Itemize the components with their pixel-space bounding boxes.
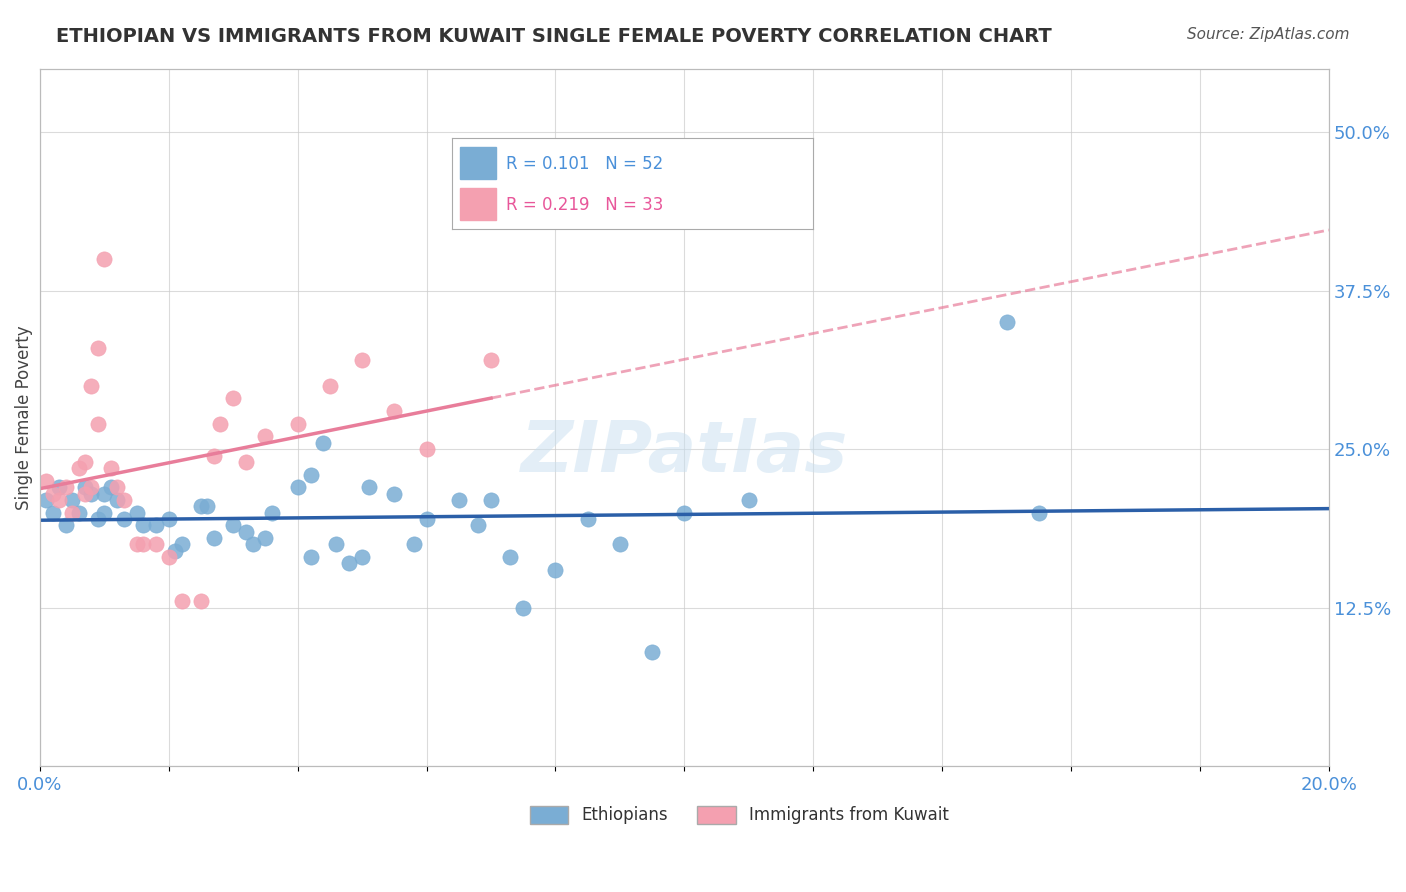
Point [93,506,115,520]
Point [48,480,70,494]
Point [235,455,257,469]
Point [80,480,103,494]
Point [35,492,58,507]
Point [105,480,128,494]
Point [73,455,96,469]
Point [48,492,70,507]
Point [325,537,347,551]
Point [73,480,96,494]
Point [60,506,83,520]
Point [80,486,103,500]
Point [55,480,77,494]
Point [73,486,96,500]
Point [42,506,65,520]
Point [609,537,631,551]
Point [145,518,167,533]
Point [93,486,115,500]
Point [197,500,219,514]
Point [42,486,65,500]
Point [357,480,380,494]
Point [87,512,110,526]
Point [312,435,335,450]
Point [995,315,1018,329]
Y-axis label: Single Female Poverty: Single Female Poverty [15,326,32,509]
Point [209,417,232,431]
Point [260,506,283,520]
Point [60,492,83,507]
Point [544,563,567,577]
Point [93,252,115,266]
Point [352,353,374,368]
Point [242,537,264,551]
Point [287,417,309,431]
Point [125,506,148,520]
FancyBboxPatch shape [697,806,735,823]
Point [170,537,193,551]
Point [254,429,277,443]
Text: Source: ZipAtlas.com: Source: ZipAtlas.com [1187,27,1350,42]
Point [235,524,257,539]
Point [738,492,761,507]
Point [499,549,522,564]
Point [145,537,167,551]
Point [447,492,470,507]
Point [67,506,90,520]
Point [402,537,425,551]
Point [112,512,135,526]
Point [100,461,122,475]
Point [337,557,360,571]
Point [415,442,437,457]
Point [319,378,342,392]
Point [132,518,155,533]
Point [87,341,110,355]
Point [202,449,225,463]
Point [415,512,437,526]
Point [112,492,135,507]
Point [190,594,212,608]
FancyBboxPatch shape [530,806,568,823]
Point [157,512,180,526]
Point [157,549,180,564]
Point [479,492,502,507]
Text: Ethiopians: Ethiopians [581,806,668,824]
Point [132,537,155,551]
Point [467,518,489,533]
Point [576,512,599,526]
Point [382,404,405,418]
Point [641,645,664,659]
Point [1028,506,1050,520]
Point [165,543,187,558]
Point [287,480,309,494]
Point [299,467,322,482]
Point [55,518,77,533]
Point [479,353,502,368]
Point [222,518,245,533]
Point [382,486,405,500]
Text: Immigrants from Kuwait: Immigrants from Kuwait [749,806,949,824]
Point [105,492,128,507]
Text: ETHIOPIAN VS IMMIGRANTS FROM KUWAIT SINGLE FEMALE POVERTY CORRELATION CHART: ETHIOPIAN VS IMMIGRANTS FROM KUWAIT SING… [56,27,1052,45]
Point [673,506,696,520]
Point [35,474,58,488]
Text: ZIPatlas: ZIPatlas [520,417,848,487]
Point [190,500,212,514]
Point [202,531,225,545]
Point [87,417,110,431]
Point [125,537,148,551]
Point [100,480,122,494]
Point [254,531,277,545]
Point [299,549,322,564]
Point [222,392,245,406]
Point [170,594,193,608]
Point [352,549,374,564]
Point [67,461,90,475]
Point [80,378,103,392]
Point [512,600,534,615]
